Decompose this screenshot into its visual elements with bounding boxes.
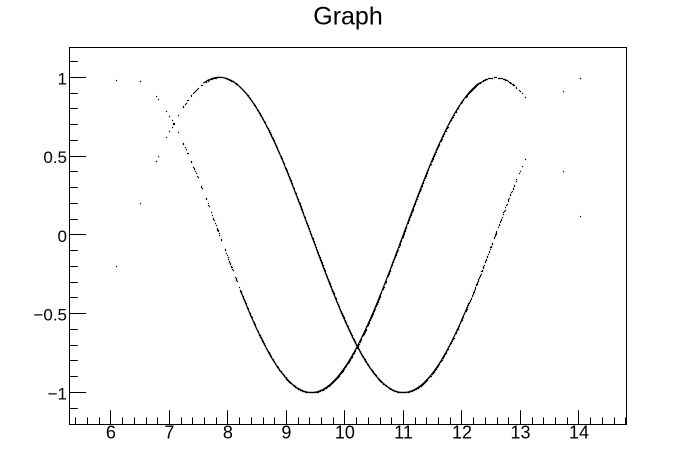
svg-text:14: 14: [569, 423, 589, 443]
svg-text:6: 6: [106, 423, 116, 443]
svg-text:7: 7: [164, 423, 174, 443]
svg-text:9: 9: [281, 423, 291, 443]
svg-text:8: 8: [223, 423, 233, 443]
svg-text:12: 12: [452, 423, 472, 443]
svg-text:Graph: Graph: [313, 3, 382, 31]
svg-text:11: 11: [394, 423, 413, 443]
svg-text:−0.5: −0.5: [33, 306, 67, 325]
svg-text:10: 10: [335, 423, 355, 443]
svg-text:1: 1: [58, 69, 67, 88]
svg-text:0.5: 0.5: [43, 148, 67, 167]
svg-text:0: 0: [58, 227, 67, 246]
svg-text:−1: −1: [48, 385, 67, 404]
svg-text:13: 13: [510, 423, 530, 443]
